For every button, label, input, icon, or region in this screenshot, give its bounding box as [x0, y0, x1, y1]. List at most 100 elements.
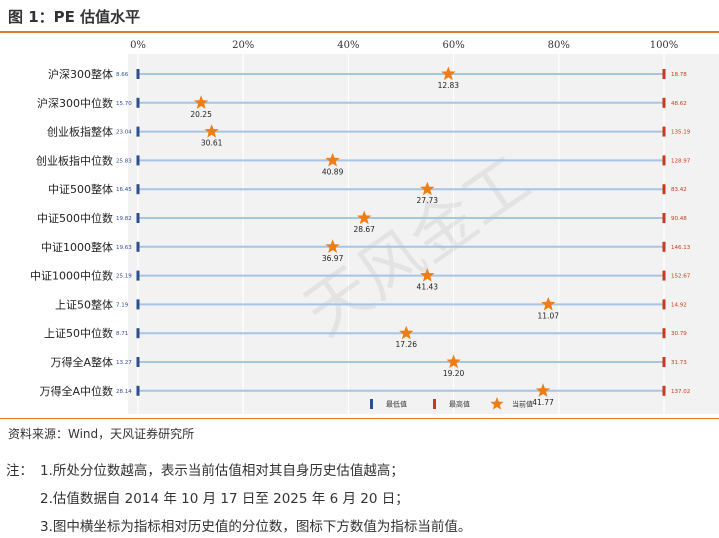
notes-label: 注：: [6, 463, 33, 479]
min-marker: [136, 385, 140, 396]
min-marker: [136, 328, 140, 339]
legend-min-label: 最低值: [386, 400, 407, 409]
min-marker: [136, 213, 140, 223]
max-marker: [662, 385, 666, 396]
min-marker: [136, 97, 140, 108]
max-value-label: 135.19: [671, 130, 691, 136]
min-marker: [136, 155, 140, 166]
note-item-2: 2.估值数据自 2014 年 10 月 17 日至 2025 年 6 月 20 …: [40, 491, 409, 507]
figure-title: 图 1：PE 估值水平: [8, 8, 141, 26]
min-value-label: 28.14: [116, 389, 132, 395]
legend-current-star: [490, 397, 504, 410]
max-value-label: 137.02: [671, 389, 690, 395]
max-value-label: 90.48: [671, 216, 687, 222]
min-marker: [136, 357, 140, 367]
current-value-label: 20.25: [190, 110, 212, 119]
max-marker: [662, 184, 666, 195]
current-value-label: 40.89: [322, 167, 344, 176]
max-marker: [662, 357, 666, 367]
max-value-label: 48.62: [671, 101, 687, 107]
min-value-label: 16.45: [116, 187, 132, 193]
x-tick-label: 80%: [548, 40, 570, 51]
category-label: 万得全A整体: [50, 355, 113, 369]
current-value-label: 28.67: [353, 225, 375, 234]
current-value-star: [204, 124, 219, 138]
min-value-label: 8.71: [116, 331, 128, 337]
current-value-label: 27.73: [417, 196, 439, 205]
x-tick-label: 40%: [337, 40, 359, 51]
min-value-label: 23.04: [116, 130, 132, 136]
current-value-star: [325, 152, 340, 167]
min-value-label: 19.82: [116, 216, 132, 222]
max-marker: [662, 270, 666, 281]
source-divider: [0, 418, 719, 419]
max-marker: [662, 241, 666, 252]
category-label: 创业板指中位数: [36, 153, 113, 167]
category-label: 上证50中位数: [44, 326, 113, 340]
category-label: 中证500整体: [48, 182, 113, 196]
max-marker: [662, 97, 666, 108]
min-value-label: 8.66: [116, 72, 129, 78]
category-label: 创业板指整体: [47, 125, 113, 139]
current-value-label: 41.77: [532, 398, 554, 407]
max-marker: [662, 126, 666, 137]
max-value-label: 83.42: [671, 187, 687, 193]
legend-current-label: 当前值: [512, 400, 533, 409]
x-tick-label: 100%: [650, 40, 679, 51]
current-value-star: [535, 383, 551, 397]
min-marker: [136, 299, 140, 310]
max-marker: [662, 213, 666, 223]
current-value-star: [420, 181, 435, 196]
current-value-label: 30.61: [201, 139, 223, 148]
current-value-label: 41.43: [417, 283, 439, 292]
min-marker: [136, 69, 140, 79]
max-marker: [662, 328, 666, 339]
current-value-star: [399, 325, 414, 340]
current-value-star: [446, 354, 461, 369]
category-label: 万得全A中位数: [39, 384, 113, 398]
category-label: 沪深300整体: [48, 67, 113, 81]
max-value-label: 31.73: [671, 360, 687, 366]
min-value-label: 25.83: [116, 158, 132, 164]
note-item-1: 1.所处分位数越高，表示当前估值相对其自身历史估值越高；: [40, 463, 404, 479]
min-marker: [136, 184, 140, 195]
category-label: 中证1000整体: [41, 240, 113, 254]
current-value-star: [441, 66, 456, 81]
category-label: 中证500中位数: [37, 211, 113, 225]
x-tick-label: 20%: [232, 40, 254, 51]
min-value-label: 15.70: [116, 101, 132, 107]
x-tick-label: 60%: [442, 40, 464, 51]
category-label: 上证50整体: [55, 297, 113, 311]
max-marker: [662, 299, 666, 310]
min-value-label: 7.19: [116, 302, 129, 308]
min-value-label: 25.19: [116, 274, 132, 280]
max-value-label: 14.92: [671, 302, 687, 308]
current-value-star: [357, 210, 372, 225]
current-value-star: [420, 268, 435, 282]
source-text: 资料来源：Wind，天风证券研究所: [8, 427, 195, 441]
current-value-star: [193, 95, 209, 109]
max-marker: [662, 69, 666, 79]
max-value-label: 128.97: [671, 158, 691, 164]
legend-max-label: 最高值: [449, 400, 470, 409]
current-value-label: 11.07: [538, 311, 560, 320]
min-marker: [136, 241, 140, 252]
min-value-label: 13.27: [116, 360, 132, 366]
legend-max-marker: [433, 399, 436, 409]
min-marker: [136, 126, 140, 137]
category-label: 沪深300中位数: [37, 96, 113, 110]
current-value-star: [541, 296, 556, 311]
max-value-label: 146.13: [671, 245, 691, 251]
current-value-star: [325, 239, 340, 253]
pe-valuation-chart: 0% 20% 40% 60% 80% 100% 天风金工 沪深300整体 8.66 18.78 12…: [0, 34, 719, 416]
max-value-label: 152.67: [671, 274, 691, 280]
current-value-label: 19.20: [443, 369, 465, 378]
legend-min-marker: [370, 399, 373, 409]
category-label: 中证1000中位数: [30, 269, 113, 283]
title-divider: [0, 31, 719, 33]
plot-area: [128, 54, 719, 414]
min-marker: [136, 270, 140, 281]
max-value-label: 18.78: [671, 72, 687, 78]
note-item-3: 3.图中横坐标为指标相对历史值的分位数，图标下方数值为指标当前值。: [40, 519, 472, 535]
